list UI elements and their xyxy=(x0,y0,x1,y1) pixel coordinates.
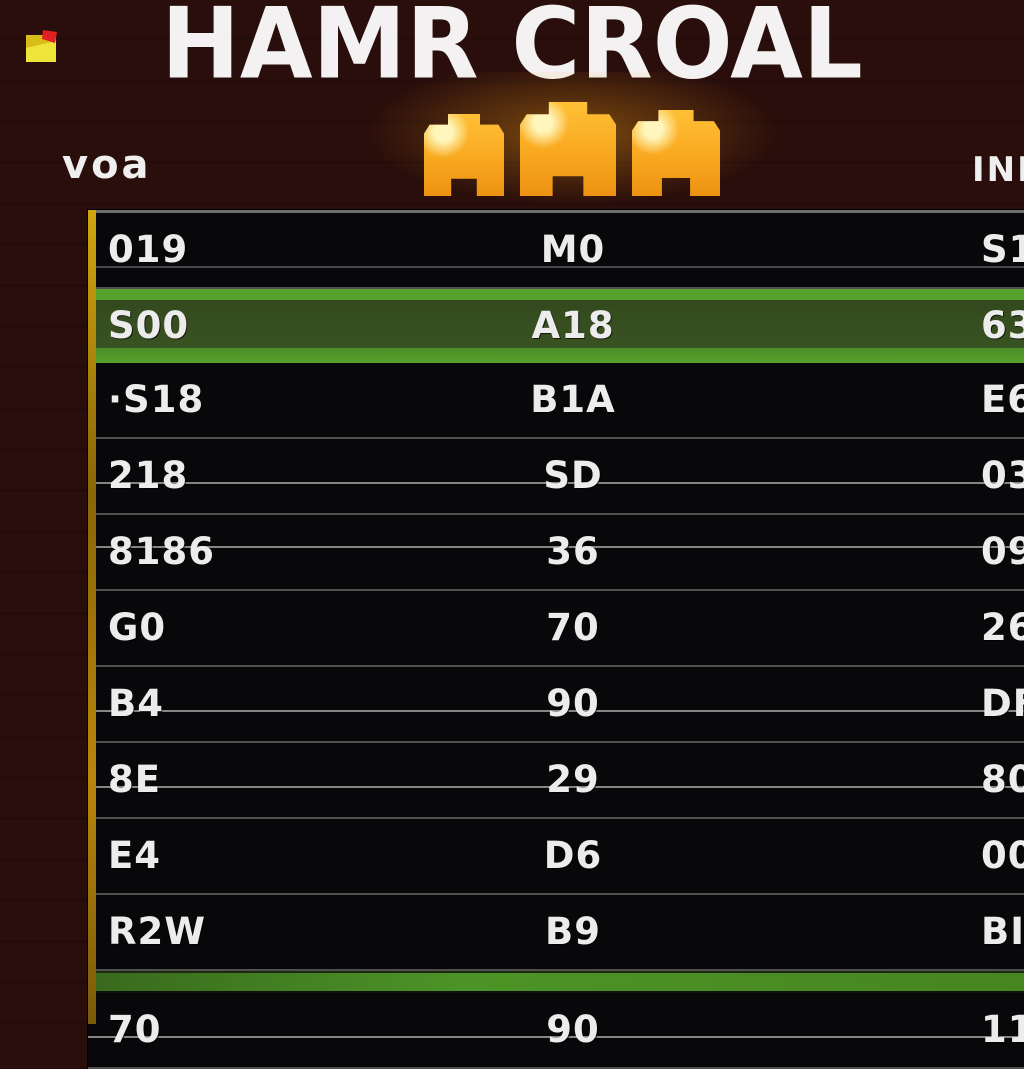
row-col3: 11 xyxy=(981,1008,1024,1051)
row-col2: SD xyxy=(543,454,603,497)
trophy-icon xyxy=(632,110,720,196)
row-col2: 90 xyxy=(546,1008,600,1051)
row-col1: E4 xyxy=(108,834,162,877)
row-col1: 8E xyxy=(108,758,162,801)
table-row[interactable]: E4 D6 00 xyxy=(88,819,1024,895)
row-col3: DF xyxy=(981,682,1024,725)
column-header-left: voa xyxy=(62,142,152,188)
row-col2: 36 xyxy=(546,530,600,573)
row-col1: B4 xyxy=(108,682,164,725)
row-col1: ·S18 xyxy=(108,378,205,421)
row-col1: 218 xyxy=(108,454,189,497)
folder-badge-icon xyxy=(26,30,57,62)
row-col1: 70 xyxy=(108,1008,162,1051)
row-col3: 03 xyxy=(981,454,1024,497)
scoreboard-table: 019 M0 S19 S00 A18 63 ·S18 B1A E6 218 SD… xyxy=(88,210,1024,1069)
row-col3: E6 xyxy=(981,378,1024,421)
row-col3: BI xyxy=(981,910,1024,953)
table-row[interactable]: B4 90 DF xyxy=(88,667,1024,743)
row-col2: M0 xyxy=(540,228,606,271)
table-row-highlighted[interactable]: S00 A18 63 xyxy=(88,289,1024,363)
table-row[interactable]: ·S18 B1A E6 xyxy=(88,363,1024,439)
row-col3: S19 xyxy=(981,228,1024,271)
page-title: HAMR CROAL xyxy=(161,0,863,102)
row-col1: G0 xyxy=(108,606,167,649)
row-col2: 29 xyxy=(546,758,600,801)
row-col1: R2W xyxy=(108,910,207,953)
row-col2: D6 xyxy=(543,834,603,877)
row-col3: 00 xyxy=(981,834,1024,877)
row-col1: 019 xyxy=(108,228,189,271)
table-row[interactable]: 8186 36 09 xyxy=(88,515,1024,591)
table-row[interactable]: 8E 29 80 xyxy=(88,743,1024,819)
row-col3: 26 xyxy=(981,606,1024,649)
row-col2: B9 xyxy=(545,910,601,953)
row-col3: 09 xyxy=(981,530,1024,573)
table-row[interactable]: G0 70 26 xyxy=(88,591,1024,667)
folder-icon[interactable] xyxy=(22,26,66,70)
trophy-icon xyxy=(424,114,504,196)
table-row[interactable]: 70 90 11 xyxy=(88,993,1024,1069)
trophy-group xyxy=(364,72,780,206)
row-col2: B1A xyxy=(530,378,616,421)
gold-edge-strip xyxy=(88,210,96,1024)
column-header-right: INI xyxy=(972,150,1024,190)
row-col2: 90 xyxy=(546,682,600,725)
table-row[interactable]: 019 M0 S19 xyxy=(88,213,1024,289)
row-col2: 70 xyxy=(546,606,600,649)
row-col1: 8186 xyxy=(108,530,215,573)
table-row[interactable]: R2W B9 BI xyxy=(88,895,1024,971)
row-col2: A18 xyxy=(531,304,615,347)
row-col3: 80 xyxy=(981,758,1024,801)
highlight-divider xyxy=(88,971,1024,993)
table-row[interactable]: 218 SD 03 xyxy=(88,439,1024,515)
row-col1: S00 xyxy=(108,304,190,347)
trophy-icon xyxy=(520,102,616,196)
row-col3: 63 xyxy=(981,304,1024,347)
